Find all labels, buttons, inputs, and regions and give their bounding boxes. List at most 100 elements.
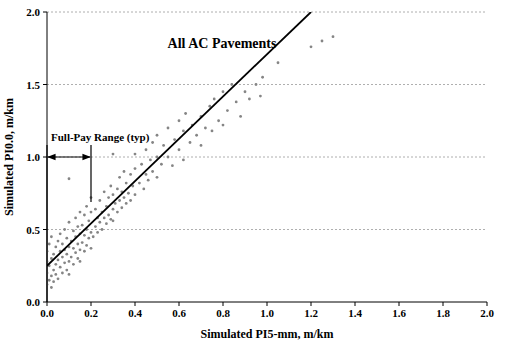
point bbox=[90, 231, 93, 234]
point bbox=[87, 237, 90, 240]
point bbox=[79, 260, 82, 263]
x-tick bbox=[399, 302, 400, 306]
annotation: Full-Pay Range (typ) bbox=[51, 131, 150, 144]
chart: 0.00.20.40.60.81.01.21.41.61.82.00.00.51… bbox=[0, 0, 515, 350]
x-tick-label: 0.6 bbox=[172, 307, 186, 319]
point bbox=[81, 224, 84, 227]
point bbox=[200, 144, 203, 147]
x-tick-label: 0.8 bbox=[216, 307, 230, 319]
point bbox=[230, 83, 233, 86]
range-arrow bbox=[48, 156, 90, 157]
x-tick-label: 1.0 bbox=[260, 307, 274, 319]
point bbox=[105, 222, 108, 225]
point bbox=[98, 199, 101, 202]
point bbox=[248, 98, 251, 101]
point bbox=[156, 134, 159, 137]
y-axis-label: Simulated PI0.0, m/km bbox=[2, 98, 16, 216]
point bbox=[57, 259, 60, 262]
point bbox=[116, 188, 119, 191]
x-tick bbox=[91, 302, 92, 306]
point bbox=[151, 170, 154, 173]
point bbox=[50, 235, 53, 238]
point bbox=[235, 101, 238, 104]
point bbox=[145, 173, 148, 176]
point bbox=[261, 76, 264, 79]
point bbox=[112, 219, 115, 222]
point bbox=[140, 163, 143, 166]
point bbox=[54, 273, 57, 276]
point bbox=[72, 247, 75, 250]
point bbox=[83, 234, 86, 237]
point bbox=[68, 260, 71, 263]
point bbox=[222, 90, 225, 93]
grid-line bbox=[47, 229, 487, 230]
x-tick bbox=[355, 302, 356, 306]
point bbox=[310, 45, 313, 48]
x-tick bbox=[267, 302, 268, 306]
point bbox=[65, 253, 68, 256]
point bbox=[118, 199, 121, 202]
point bbox=[244, 90, 247, 93]
x-tick-label: 0.4 bbox=[128, 307, 142, 319]
point bbox=[92, 235, 95, 238]
point bbox=[112, 208, 115, 211]
point bbox=[239, 115, 242, 118]
x-tick bbox=[311, 302, 312, 306]
point bbox=[182, 159, 185, 162]
point bbox=[255, 83, 258, 86]
y-tick bbox=[43, 84, 47, 85]
point bbox=[65, 237, 68, 240]
point bbox=[59, 232, 62, 235]
point bbox=[96, 231, 99, 234]
point bbox=[90, 211, 93, 214]
point bbox=[160, 163, 163, 166]
x-tick-label: 1.2 bbox=[304, 307, 318, 319]
point bbox=[61, 272, 64, 275]
point bbox=[103, 190, 106, 193]
x-tick-label: 1.8 bbox=[436, 307, 450, 319]
point bbox=[101, 228, 104, 231]
point bbox=[211, 130, 214, 133]
y-tick-label: 1.0 bbox=[26, 151, 40, 163]
point bbox=[52, 280, 55, 283]
point bbox=[222, 124, 225, 127]
point bbox=[321, 40, 324, 43]
grid-line bbox=[47, 84, 487, 85]
point bbox=[125, 182, 128, 185]
point bbox=[59, 266, 62, 269]
point bbox=[48, 243, 51, 246]
point bbox=[134, 193, 137, 196]
grid-line bbox=[47, 157, 487, 158]
x-tick bbox=[179, 302, 180, 306]
point bbox=[74, 217, 77, 220]
point bbox=[61, 243, 64, 246]
point bbox=[50, 286, 53, 289]
point bbox=[94, 225, 97, 228]
point bbox=[74, 251, 77, 254]
point bbox=[65, 269, 68, 272]
point bbox=[118, 176, 121, 179]
point bbox=[178, 148, 181, 151]
point bbox=[173, 138, 176, 141]
x-tick-label: 1.4 bbox=[348, 307, 362, 319]
point bbox=[213, 98, 216, 101]
x-tick bbox=[223, 302, 224, 306]
point bbox=[103, 217, 106, 220]
point bbox=[123, 170, 126, 173]
x-tick-label: 0.2 bbox=[84, 307, 98, 319]
point bbox=[277, 61, 280, 64]
point bbox=[50, 275, 53, 278]
point bbox=[125, 202, 128, 205]
point bbox=[217, 119, 220, 122]
point bbox=[48, 279, 51, 282]
y-tick-label: 0.0 bbox=[26, 296, 40, 308]
point bbox=[85, 205, 88, 208]
point bbox=[162, 144, 165, 147]
point bbox=[226, 109, 229, 112]
point bbox=[72, 230, 75, 233]
point bbox=[142, 188, 145, 191]
y-tick-label: 0.5 bbox=[26, 224, 40, 236]
point bbox=[156, 176, 159, 179]
x-axis-label: Simulated PI5-mm, m/km bbox=[201, 327, 334, 341]
grid-line bbox=[47, 12, 487, 13]
